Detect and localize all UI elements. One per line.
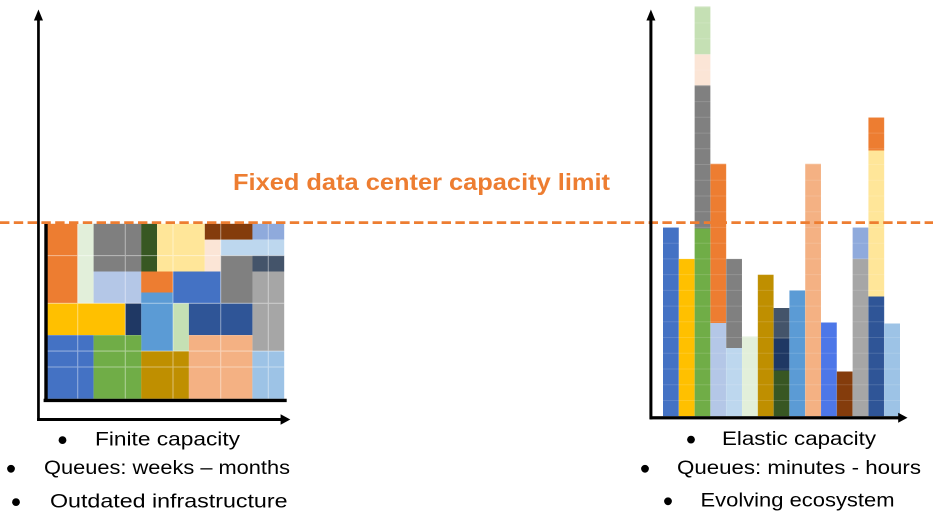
svg-text:Finite capacity: Finite capacity bbox=[95, 428, 240, 450]
svg-text:Queues: weeks – months: Queues: weeks – months bbox=[44, 457, 290, 479]
svg-text:Outdated infrastructure: Outdated infrastructure bbox=[50, 490, 288, 512]
svg-text:Queues: minutes - hours: Queues: minutes - hours bbox=[677, 457, 921, 479]
svg-text:Elastic capacity: Elastic capacity bbox=[722, 428, 876, 450]
svg-text:Fixed data center capacity lim: Fixed data center capacity limit bbox=[233, 169, 610, 195]
svg-text:Evolving ecosystem: Evolving ecosystem bbox=[701, 490, 895, 512]
